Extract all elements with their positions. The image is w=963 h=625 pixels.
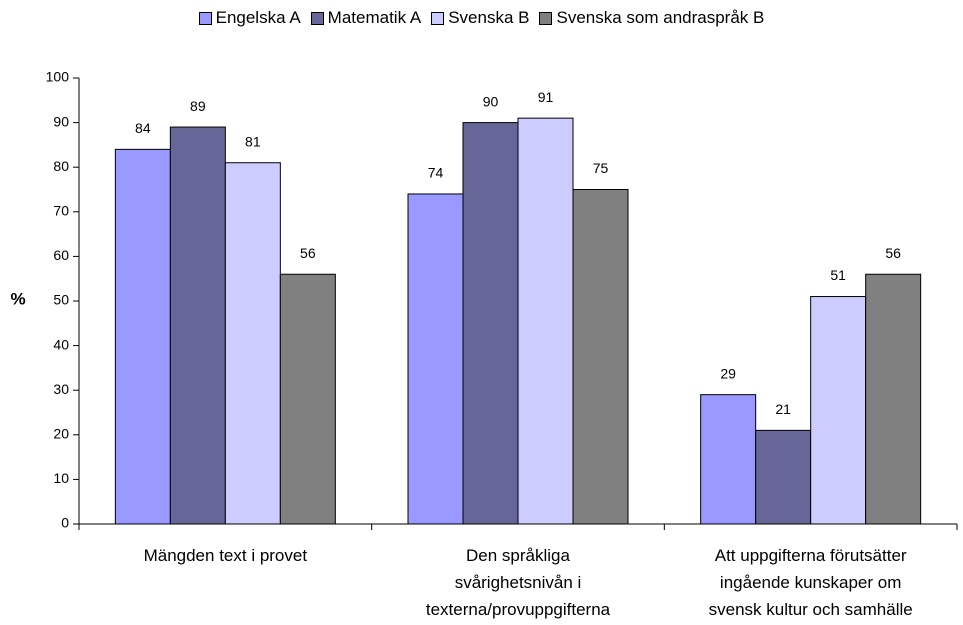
bar	[169, 126, 226, 525]
y-tick-label: 50	[53, 292, 69, 308]
x-tick-label: Den språkliga svårighetsnivån i texterna…	[425, 546, 611, 619]
legend-label: Svenska B	[448, 8, 530, 27]
bar	[462, 122, 519, 525]
data-label: 75	[593, 160, 609, 176]
legend-swatch	[198, 11, 212, 25]
data-label: 90	[483, 93, 499, 109]
bar	[572, 189, 629, 525]
legend-item: Svenska som andraspråk B	[539, 8, 764, 28]
bar	[700, 394, 757, 525]
legend-swatch	[310, 11, 324, 25]
data-label: 91	[538, 89, 554, 105]
bar	[279, 273, 336, 525]
y-tick-label: 100	[46, 69, 70, 85]
bar	[755, 429, 812, 525]
data-label: 51	[830, 267, 846, 283]
y-tick-label: 60	[53, 247, 69, 263]
y-tick-label: 0	[61, 515, 69, 531]
legend: Engelska A Matematik A Svenska B Svenska so…	[0, 8, 963, 28]
legend-label: Matematik A	[327, 8, 422, 27]
bar	[407, 193, 464, 525]
y-tick-label: 80	[53, 158, 69, 174]
legend-item: Svenska B	[431, 8, 529, 28]
data-label: 56	[300, 245, 316, 261]
y-tick-label: 30	[53, 381, 69, 397]
data-label: 74	[428, 165, 444, 181]
y-tick-label: 70	[53, 203, 69, 219]
y-tick-label: 40	[53, 336, 69, 352]
legend-label: Svenska som andraspråk B	[556, 8, 765, 27]
legend-label: Engelska A	[215, 8, 301, 27]
bar	[865, 273, 922, 525]
x-tick-label: Att uppgifterna förutsätter ingående kun…	[708, 546, 913, 619]
y-tick-label: 90	[53, 113, 69, 129]
data-label: 81	[245, 133, 261, 149]
data-label: 29	[720, 365, 736, 381]
legend-swatch	[539, 11, 553, 25]
data-label: 21	[775, 401, 791, 417]
legend-item: Engelska A	[198, 8, 301, 28]
data-label: 89	[190, 98, 206, 114]
y-tick-label: 10	[53, 470, 69, 486]
bar	[224, 162, 281, 525]
x-tick-label: Mängden text i provet	[143, 546, 308, 565]
bar	[517, 117, 574, 525]
data-label: 56	[885, 245, 901, 261]
bar	[114, 148, 171, 525]
y-tick-label: 20	[53, 426, 69, 442]
legend-item: Matematik A	[310, 8, 422, 28]
bar	[810, 296, 867, 525]
legend-swatch	[431, 11, 445, 25]
y-axis-label: %	[10, 289, 25, 308]
data-label: 84	[135, 120, 151, 136]
